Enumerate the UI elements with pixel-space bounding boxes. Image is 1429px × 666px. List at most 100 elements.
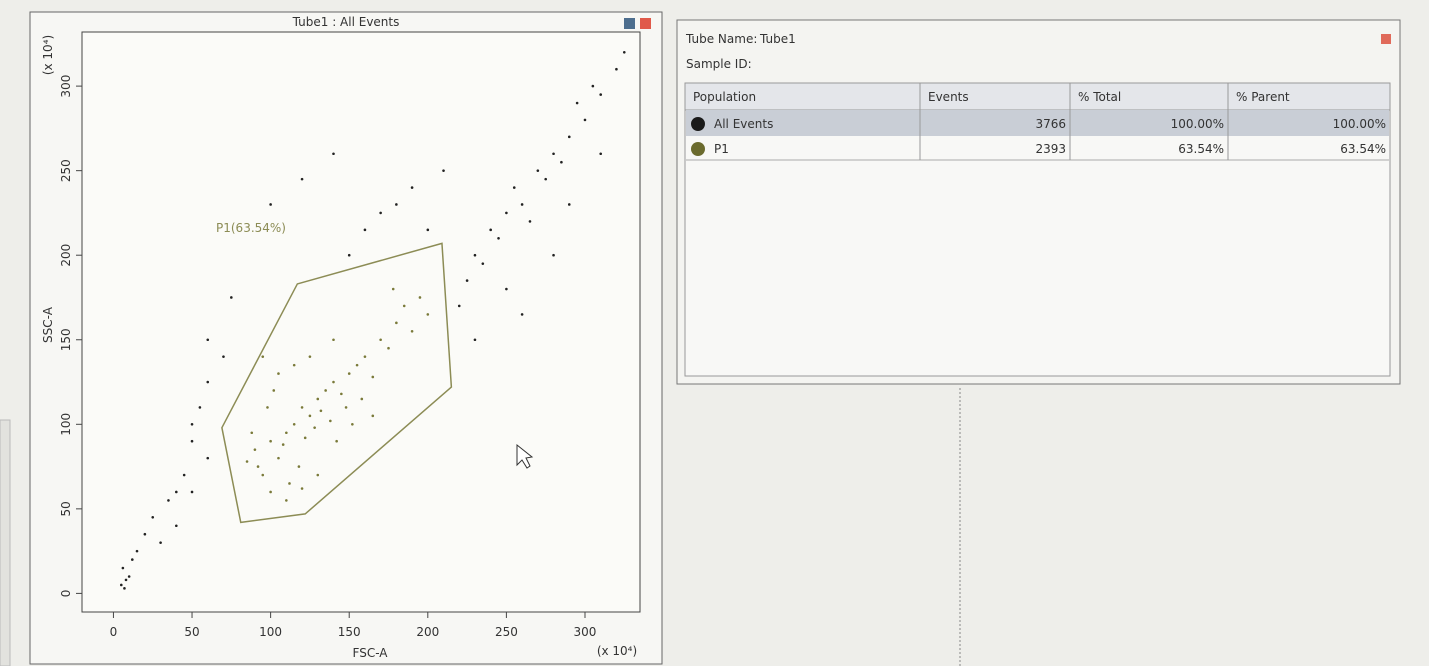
event-dot [167, 499, 170, 502]
event-dot [505, 288, 508, 291]
sample-id-label: Sample ID: [686, 57, 752, 71]
population-color [691, 117, 705, 131]
table-cell: 100.00% [1171, 117, 1224, 131]
event-dot [505, 212, 508, 215]
event-dot [474, 338, 477, 341]
event-dot [120, 584, 123, 587]
table-cell: P1 [714, 142, 729, 156]
event-dot [335, 440, 338, 443]
event-dot [293, 364, 296, 367]
event-dot [136, 550, 139, 553]
event-dot [301, 178, 304, 181]
y-tick-label: 200 [59, 244, 73, 267]
close-button[interactable] [640, 18, 651, 29]
event-dot [128, 575, 131, 578]
tube-name: Tube1 [759, 32, 796, 46]
event-dot [269, 203, 272, 206]
event-dot [316, 474, 319, 477]
column-header: % Total [1078, 90, 1121, 104]
event-dot [427, 313, 430, 316]
event-dot [309, 355, 312, 358]
event-dot [288, 482, 291, 485]
side-window [0, 420, 10, 666]
event-dot [159, 541, 162, 544]
event-dot [261, 355, 264, 358]
event-dot [387, 347, 390, 350]
event-dot [298, 465, 301, 468]
event-dot [131, 558, 134, 561]
gate-label: P1(63.54%) [216, 221, 286, 235]
event-dot [122, 567, 125, 570]
event-dot [332, 381, 335, 384]
event-dot [293, 423, 296, 426]
event-dot [222, 355, 225, 358]
event-dot [599, 93, 602, 96]
event-dot [364, 355, 367, 358]
event-dot [123, 587, 126, 590]
event-dot [257, 465, 260, 468]
event-dot [313, 426, 316, 429]
event-dot [191, 491, 194, 494]
event-dot [332, 152, 335, 155]
event-dot [230, 296, 233, 299]
event-dot [403, 305, 406, 308]
event-dot [277, 457, 280, 460]
event-dot [125, 579, 128, 582]
event-dot [183, 474, 186, 477]
column-header: Events [928, 90, 969, 104]
event-dot [348, 254, 351, 257]
event-dot [411, 330, 414, 333]
event-dot [348, 372, 351, 375]
event-dot [521, 203, 524, 206]
panel-close[interactable] [1381, 34, 1391, 44]
x-tick-label: 200 [416, 625, 439, 639]
event-dot [261, 474, 264, 477]
table-cell: All Events [714, 117, 773, 131]
event-dot [351, 423, 354, 426]
event-dot [304, 437, 307, 440]
restore-button[interactable] [624, 18, 635, 29]
event-dot [466, 279, 469, 282]
event-dot [191, 423, 194, 426]
event-dot [332, 338, 335, 341]
event-dot [301, 406, 304, 409]
event-dot [521, 313, 524, 316]
event-dot [360, 398, 363, 401]
event-dot [513, 186, 516, 189]
y-tick-label: 50 [59, 501, 73, 516]
plot-area [82, 32, 640, 612]
window-title: Tube1 : All Events [292, 15, 400, 29]
event-dot [206, 338, 209, 341]
event-dot [266, 406, 269, 409]
event-dot [497, 237, 500, 240]
event-dot [584, 119, 587, 122]
table-cell: 3766 [1035, 117, 1066, 131]
event-dot [560, 161, 563, 164]
event-dot [552, 152, 555, 155]
y-axis-label: SSC-A [41, 306, 55, 343]
x-axis-label: FSC-A [353, 646, 389, 660]
event-dot [246, 460, 249, 463]
event-dot [371, 376, 374, 379]
event-dot [301, 487, 304, 490]
x-multiplier: (x 10⁴) [597, 644, 637, 658]
event-dot [269, 440, 272, 443]
event-dot [206, 381, 209, 384]
event-dot [392, 288, 395, 291]
table-cell: 2393 [1035, 142, 1066, 156]
event-dot [277, 372, 280, 375]
event-dot [419, 296, 422, 299]
event-dot [537, 169, 540, 172]
table-cell: 100.00% [1333, 117, 1386, 131]
page: Tube1 : All Events FSC-A (x 10⁴) SSC-A (… [0, 0, 1429, 666]
event-dot [379, 338, 382, 341]
event-dot [489, 229, 492, 232]
event-dot [615, 68, 618, 71]
event-dot [395, 203, 398, 206]
y-tick-label: 250 [59, 159, 73, 182]
event-dot [269, 491, 272, 494]
event-dot [552, 254, 555, 257]
event-dot [427, 229, 430, 232]
y-tick-label: 100 [59, 413, 73, 436]
event-dot [411, 186, 414, 189]
